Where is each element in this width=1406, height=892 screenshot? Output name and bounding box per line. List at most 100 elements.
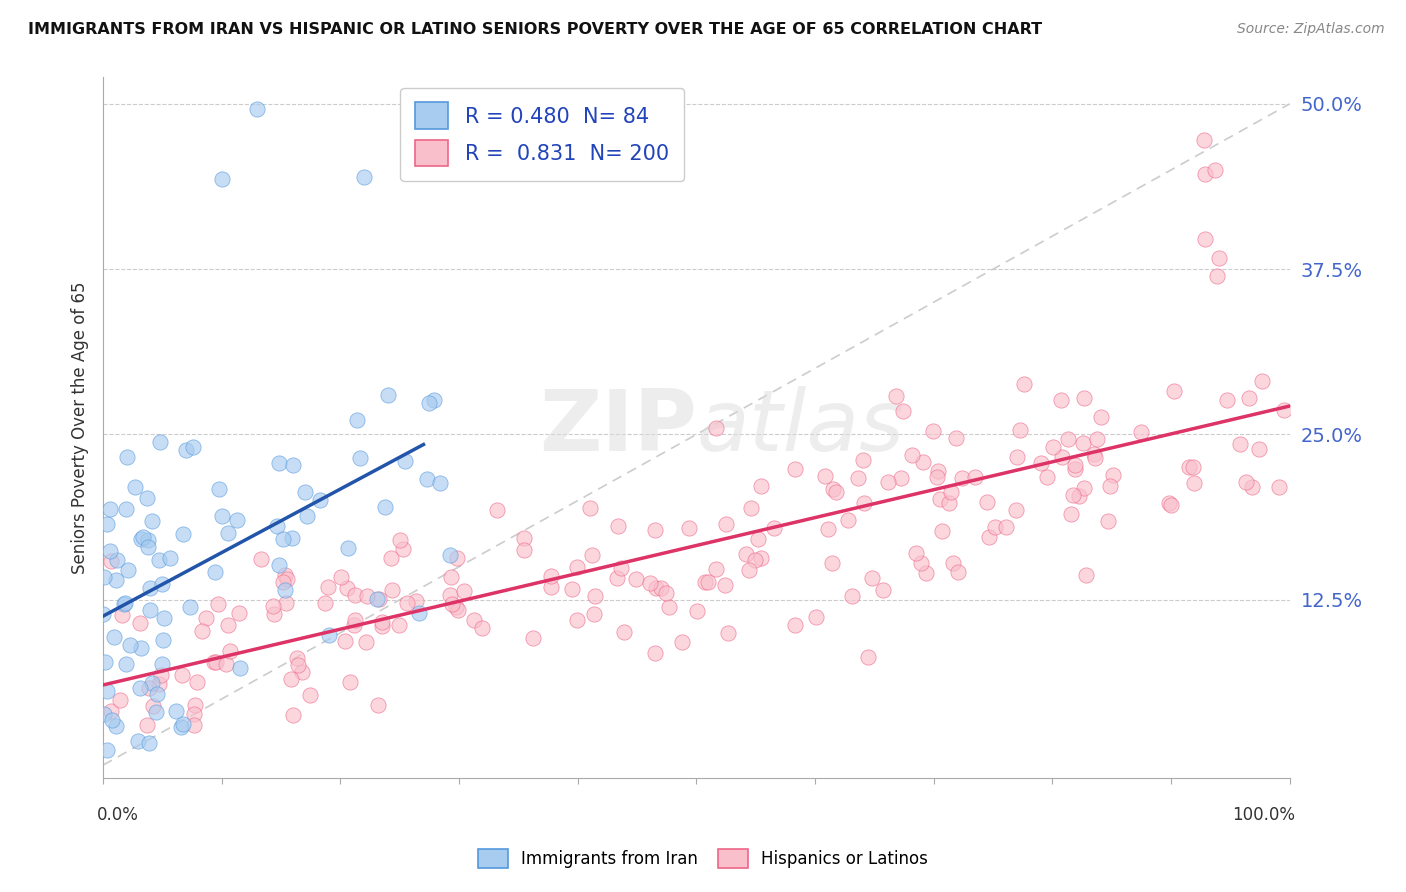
Point bbox=[336, 541, 359, 556]
Point bbox=[246, 102, 269, 116]
Point bbox=[540, 569, 562, 583]
Point bbox=[1073, 481, 1095, 495]
Point bbox=[114, 502, 136, 516]
Point bbox=[1090, 410, 1112, 425]
Point bbox=[149, 434, 172, 449]
Point bbox=[440, 597, 463, 611]
Point bbox=[606, 571, 628, 585]
Text: atlas: atlas bbox=[696, 386, 904, 469]
Point bbox=[446, 551, 468, 566]
Point bbox=[1083, 446, 1105, 460]
Point bbox=[963, 470, 986, 484]
Point bbox=[583, 607, 606, 622]
Point bbox=[96, 742, 118, 756]
Point bbox=[112, 598, 135, 612]
Point bbox=[717, 625, 740, 640]
Text: ZIP: ZIP bbox=[538, 386, 696, 469]
Point bbox=[485, 503, 508, 517]
Point bbox=[418, 396, 440, 410]
Point bbox=[1272, 402, 1295, 417]
Point bbox=[945, 432, 967, 446]
Point bbox=[281, 458, 304, 472]
Point bbox=[218, 644, 240, 658]
Point bbox=[1178, 459, 1201, 474]
Point bbox=[207, 597, 229, 611]
Point bbox=[128, 681, 150, 695]
Point bbox=[377, 388, 399, 402]
Point bbox=[136, 533, 159, 547]
Point bbox=[561, 582, 583, 596]
Point bbox=[269, 456, 291, 470]
Point bbox=[858, 650, 880, 665]
Point bbox=[273, 575, 295, 590]
Point bbox=[96, 516, 118, 531]
Point bbox=[211, 172, 233, 186]
Point bbox=[274, 596, 297, 610]
Point bbox=[860, 571, 883, 585]
Point bbox=[1181, 459, 1204, 474]
Point bbox=[388, 618, 411, 632]
Point bbox=[429, 476, 451, 491]
Point bbox=[1063, 462, 1085, 476]
Point bbox=[915, 566, 938, 580]
Point bbox=[927, 469, 949, 483]
Point bbox=[274, 568, 297, 582]
Text: 0.0%: 0.0% bbox=[97, 806, 139, 824]
Point bbox=[644, 646, 666, 660]
Point bbox=[208, 482, 231, 496]
Point bbox=[294, 485, 316, 500]
Point bbox=[150, 576, 173, 591]
Point bbox=[150, 668, 173, 682]
Point bbox=[211, 509, 233, 524]
Point bbox=[176, 442, 198, 457]
Point bbox=[101, 713, 124, 727]
Point bbox=[318, 628, 340, 642]
Point bbox=[540, 580, 562, 594]
Point bbox=[910, 556, 932, 570]
Point bbox=[884, 388, 907, 402]
Point bbox=[938, 496, 960, 510]
Point bbox=[738, 563, 761, 577]
Point bbox=[184, 698, 207, 712]
Point bbox=[271, 532, 294, 546]
Point bbox=[138, 736, 160, 750]
Point bbox=[152, 633, 174, 648]
Point bbox=[115, 450, 138, 464]
Point bbox=[98, 544, 121, 558]
Point bbox=[138, 681, 160, 695]
Point bbox=[138, 581, 160, 595]
Point bbox=[117, 563, 139, 577]
Point bbox=[678, 521, 700, 535]
Point bbox=[381, 583, 404, 598]
Point bbox=[470, 621, 492, 635]
Point bbox=[655, 586, 678, 600]
Point bbox=[93, 607, 115, 621]
Point bbox=[704, 420, 727, 434]
Point bbox=[1062, 488, 1084, 502]
Point bbox=[1085, 432, 1108, 446]
Point bbox=[696, 575, 718, 590]
Point bbox=[422, 393, 444, 408]
Point bbox=[995, 520, 1018, 534]
Point bbox=[1240, 480, 1263, 494]
Point bbox=[1216, 392, 1239, 407]
Point bbox=[1060, 508, 1083, 522]
Point bbox=[159, 551, 181, 566]
Point bbox=[1239, 391, 1261, 405]
Point bbox=[297, 509, 319, 524]
Point bbox=[513, 542, 536, 557]
Point bbox=[463, 613, 485, 627]
Point bbox=[186, 674, 208, 689]
Point bbox=[366, 591, 388, 606]
Point bbox=[374, 500, 396, 514]
Point bbox=[714, 516, 737, 531]
Point bbox=[172, 527, 194, 541]
Point bbox=[1036, 469, 1059, 483]
Point bbox=[103, 630, 125, 644]
Point bbox=[714, 578, 737, 592]
Point bbox=[453, 583, 475, 598]
Point bbox=[904, 546, 927, 560]
Point bbox=[389, 533, 412, 547]
Point bbox=[785, 617, 807, 632]
Point bbox=[349, 450, 371, 465]
